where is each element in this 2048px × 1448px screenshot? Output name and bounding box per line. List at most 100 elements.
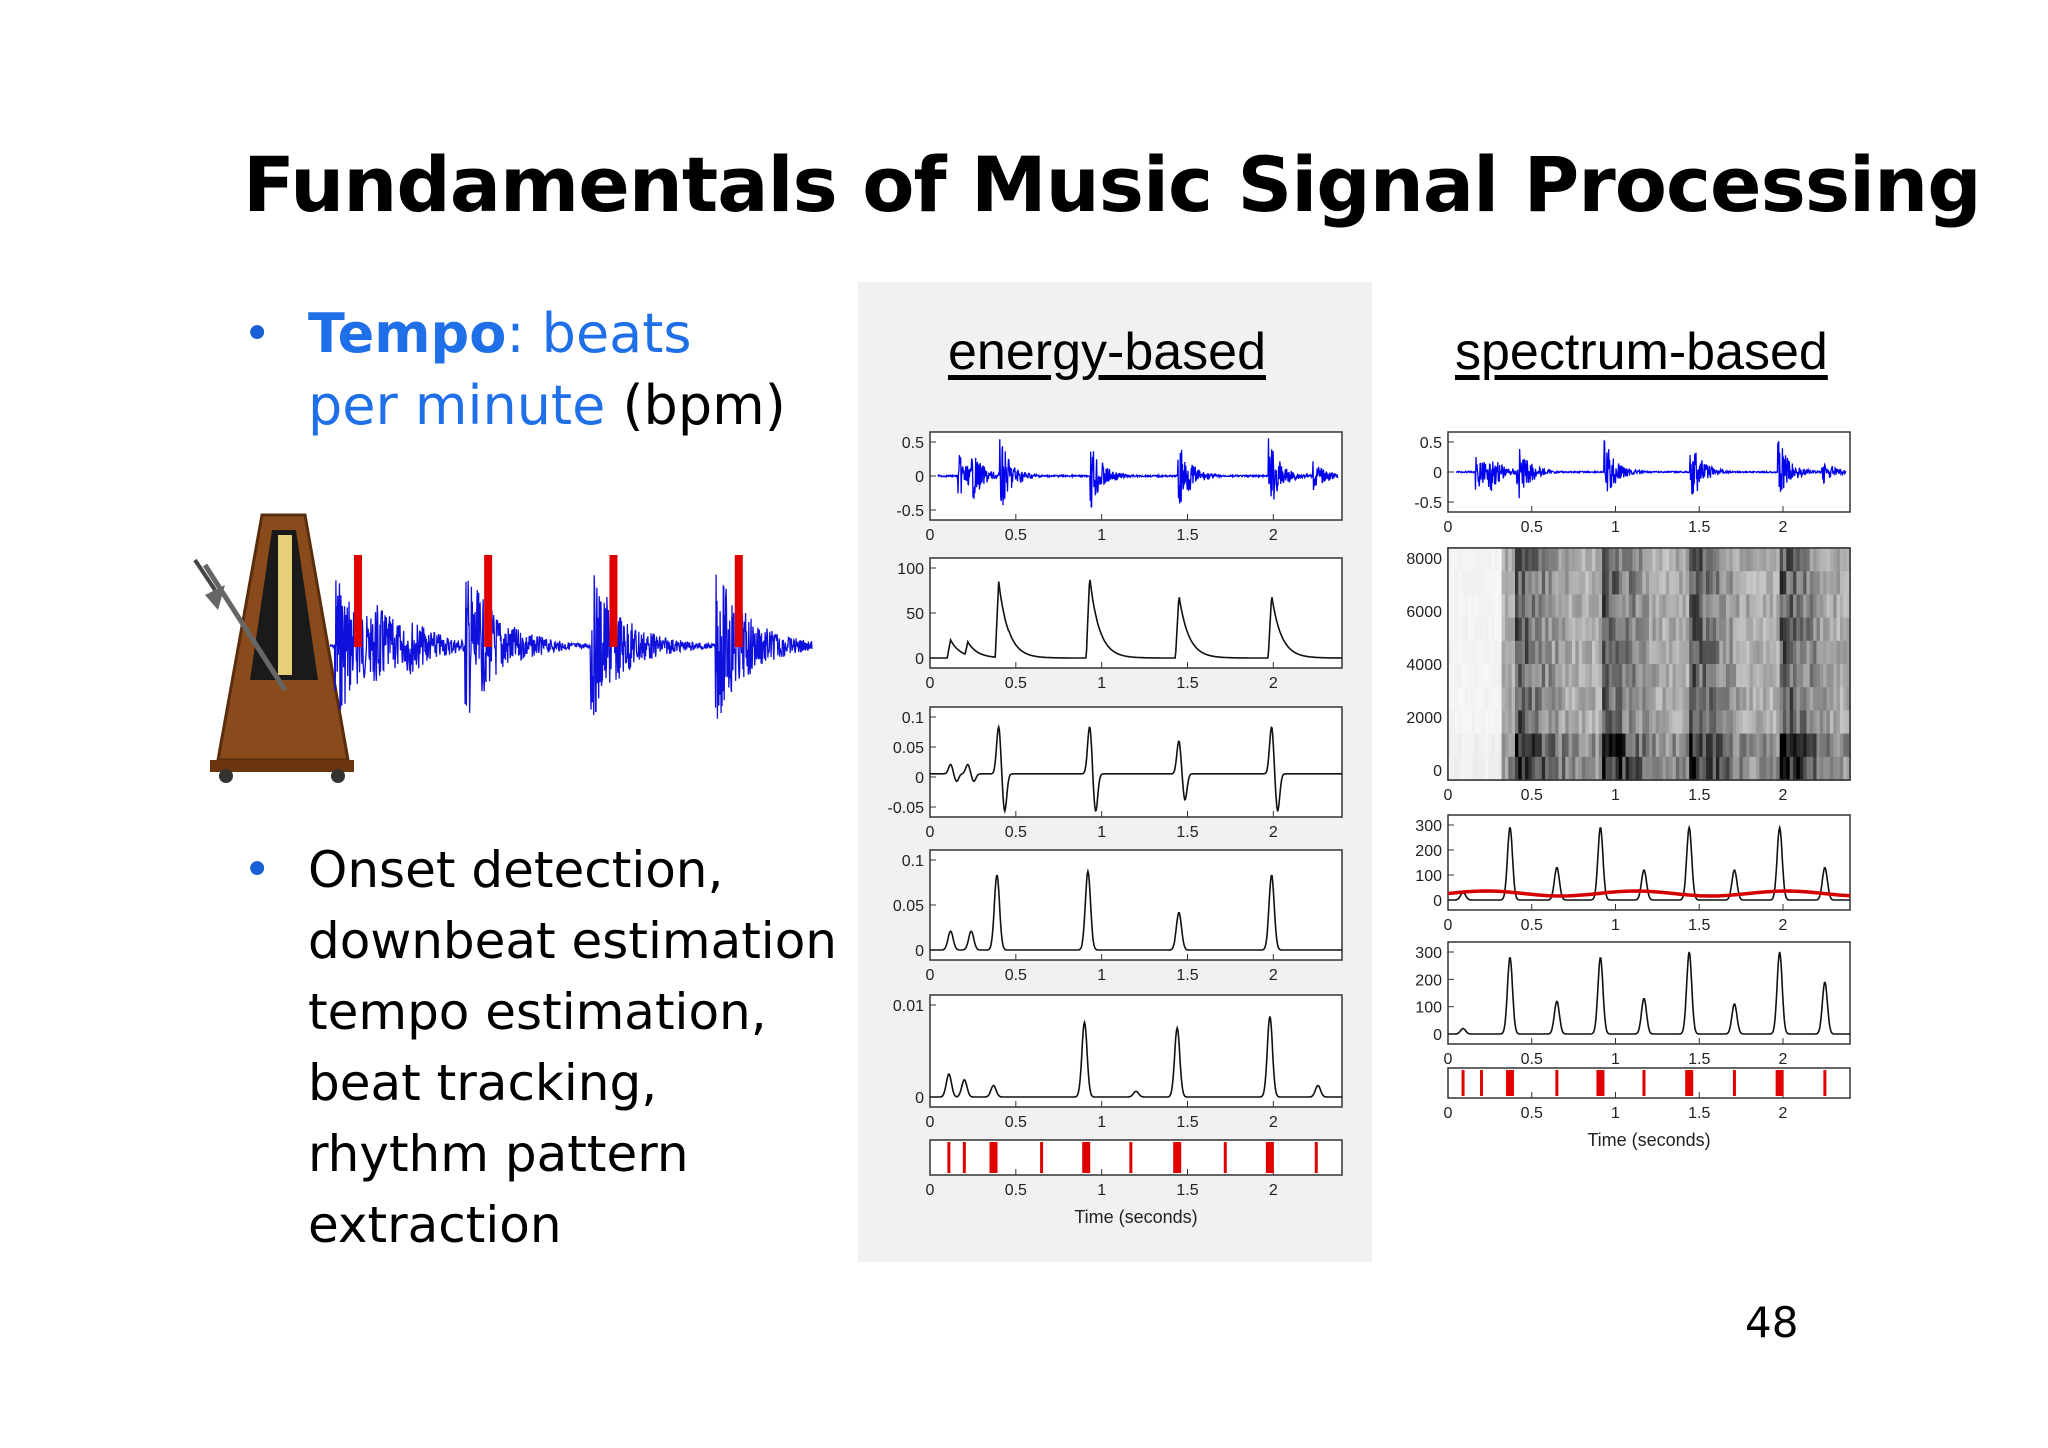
- spectrogram-cell: [1742, 571, 1747, 595]
- spectrogram-cell: [1749, 594, 1754, 619]
- spectrogram-cell: [1639, 664, 1643, 688]
- spectrogram-cell: [1816, 733, 1821, 758]
- spectrogram-cell: [1642, 571, 1647, 595]
- spectrogram-cell: [1494, 687, 1499, 711]
- spectrogram-cell: [1575, 756, 1580, 781]
- spectrogram-cell: [1702, 594, 1707, 619]
- spectrogram-cell: [1528, 733, 1533, 758]
- spectrogram-cell: [1759, 617, 1764, 642]
- spectrogram-cell: [1846, 687, 1851, 711]
- spectrogram-cell: [1649, 756, 1653, 781]
- spectrogram-cell: [1635, 733, 1640, 758]
- spectrogram-cell: [1682, 733, 1687, 758]
- spectrogram-cell: [1692, 710, 1697, 735]
- spectrogram-cell: [1709, 756, 1714, 781]
- spectrogram-cell: [1759, 710, 1764, 735]
- spectrogram-cell: [1739, 733, 1744, 758]
- x-tick-label: 2: [1269, 1114, 1278, 1131]
- spectrogram-cell: [1639, 594, 1643, 619]
- spectrogram-cell: [1833, 733, 1838, 758]
- spectrogram-cell: [1551, 548, 1556, 572]
- spectrogram-cell: [1722, 640, 1727, 665]
- spectrogram-cell: [1565, 548, 1570, 572]
- spectrogram-cell: [1829, 710, 1834, 735]
- spectrogram-cell: [1625, 733, 1630, 758]
- spectrogram-cell: [1836, 664, 1841, 688]
- spectrogram-cell: [1471, 640, 1476, 665]
- spectrogram-cell: [1635, 664, 1640, 688]
- spectrogram-cell: [1746, 617, 1751, 642]
- spectrogram-cell: [1525, 756, 1529, 781]
- x-tick-label: 1: [1611, 1051, 1620, 1068]
- spectrogram-cell: [1685, 733, 1690, 758]
- spectrogram-cell: [1833, 640, 1838, 665]
- spectrogram-cell: [1672, 687, 1677, 711]
- spectrogram-cell: [1602, 710, 1607, 735]
- spectrogram-cell: [1478, 548, 1483, 572]
- spectrogram-cell: [1652, 664, 1657, 688]
- x-tick-label: 1: [1097, 824, 1106, 841]
- spectrogram-cell: [1494, 548, 1499, 572]
- spectrogram-cell: [1572, 548, 1576, 572]
- spectrogram-cell: [1773, 594, 1777, 619]
- spectrogram-cell: [1535, 664, 1540, 688]
- tempo-term: Tempo: [308, 302, 507, 365]
- chart-panel: 100 50 00 0.5 1 1.5 2: [897, 557, 1343, 692]
- spectrogram-cell: [1799, 733, 1804, 758]
- spectrogram-cell: [1458, 756, 1462, 781]
- spectrogram-cell: [1528, 548, 1533, 572]
- spectrogram-cell: [1843, 548, 1848, 572]
- spectrogram-cell: [1615, 733, 1620, 758]
- spectrogram-cell: [1736, 710, 1741, 735]
- x-tick-label: 2: [1269, 967, 1278, 984]
- spectrogram-cell: [1471, 594, 1476, 619]
- spectrogram-cell: [1756, 548, 1761, 572]
- spectrogram-cell: [1481, 617, 1486, 642]
- spectrogram-cell: [1829, 571, 1834, 595]
- spectrogram-cell: [1702, 571, 1707, 595]
- spectrogram-cell: [1535, 640, 1540, 665]
- spectrogram-cell: [1719, 664, 1724, 688]
- spectrogram-cell: [1669, 710, 1674, 735]
- spectrogram-cell: [1572, 687, 1576, 711]
- spectrogram-cell: [1659, 548, 1663, 572]
- spectrogram-cell: [1622, 548, 1627, 572]
- spectrum-based-title: spectrum-based: [1455, 323, 1828, 381]
- spectrogram-cell: [1709, 687, 1714, 711]
- y-tick-label: -0.5: [896, 503, 924, 520]
- y-tick-label: 6000: [1406, 604, 1442, 621]
- spectrogram-cell: [1602, 733, 1607, 758]
- spectrogram-cell: [1665, 640, 1670, 665]
- spectrogram-cell: [1840, 548, 1844, 572]
- spectrogram-cell: [1632, 733, 1637, 758]
- spectrogram-cell: [1789, 640, 1794, 665]
- spectrogram-cell: [1675, 571, 1680, 595]
- spectrogram-cell: [1655, 571, 1660, 595]
- spectrogram-cell: [1451, 594, 1456, 619]
- x-tick-label: 2: [1269, 824, 1278, 841]
- spectrogram-cell: [1608, 594, 1613, 619]
- spectrogram-cell: [1602, 594, 1607, 619]
- spectrogram-cell: [1568, 664, 1573, 688]
- spectrogram-cell: [1565, 733, 1570, 758]
- spectrogram-cell: [1471, 756, 1476, 781]
- spectrogram-cell: [1515, 664, 1519, 688]
- spectrogram-cell: [1612, 687, 1617, 711]
- spectrogram-cell: [1551, 594, 1556, 619]
- spectrogram-cell: [1578, 687, 1583, 711]
- spectrogram-cell: [1726, 548, 1730, 572]
- y-tick-label: 0.5: [1420, 435, 1442, 452]
- spectrogram-cell: [1803, 733, 1808, 758]
- spectrogram-cell: [1789, 617, 1794, 642]
- spectrogram-cell: [1618, 687, 1623, 711]
- spectrogram-cell: [1645, 617, 1650, 642]
- spectrogram-cell: [1508, 664, 1513, 688]
- spectrogram-cell: [1819, 687, 1824, 711]
- spectrogram-cell: [1809, 664, 1814, 688]
- spectrogram-cell: [1803, 710, 1808, 735]
- spectrogram-cell: [1515, 733, 1519, 758]
- spectrogram-cell: [1471, 710, 1476, 735]
- spectrogram-cell: [1488, 571, 1493, 595]
- spectrogram-cell: [1521, 594, 1526, 619]
- spectrogram-cell: [1722, 710, 1727, 735]
